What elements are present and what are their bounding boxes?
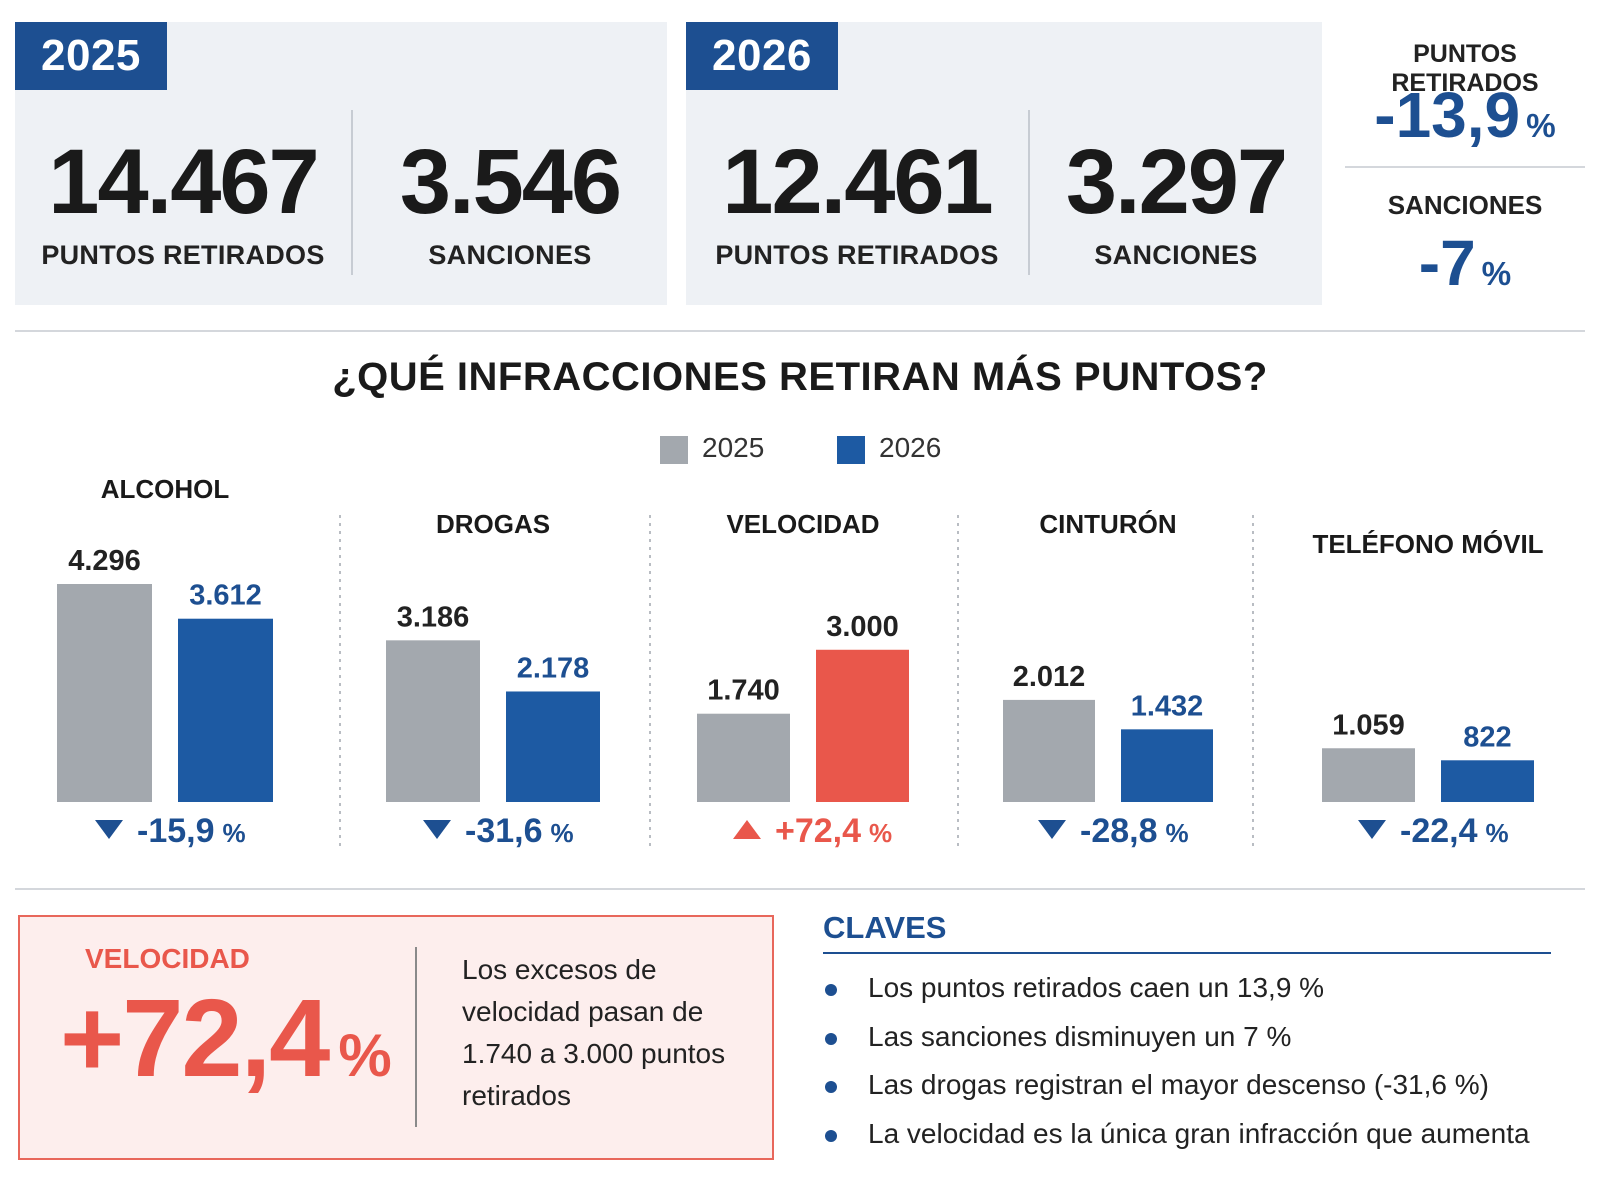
bar-value-label: 2.012 — [1013, 661, 1086, 693]
summary-panel-2026: 2026 12.461 PUNTOS RETIRADOS 3.297 SANCI… — [686, 22, 1322, 305]
points-2025-value: 14.467 — [48, 131, 319, 233]
category-label: CINTURÓN — [1039, 509, 1176, 539]
category-label: ALCOHOL — [101, 474, 230, 504]
points-2026-value: 12.461 — [722, 131, 993, 233]
divider — [351, 110, 353, 275]
change-label: -28,8% — [1080, 812, 1189, 850]
callout-text: Los excesos de velocidad pasan de 1.740 … — [462, 949, 725, 1117]
divider — [1028, 110, 1030, 275]
bar-2026 — [178, 618, 273, 802]
bullet-icon — [825, 1130, 837, 1142]
bar-value-label: 3.186 — [397, 601, 470, 633]
category-label: TELÉFONO MÓVIL — [1312, 529, 1543, 559]
legend-swatch-2026 — [837, 436, 865, 464]
chart-title: ¿QUÉ INFRACCIONES RETIRAN MÁS PUNTOS? — [332, 355, 1268, 399]
bar-value-label: 1.432 — [1131, 690, 1204, 722]
change-points-title: PUNTOS RETIRADOS — [1391, 40, 1539, 97]
bar-2026 — [1441, 760, 1534, 802]
change-label: -31,6% — [465, 812, 574, 850]
bar-2025 — [57, 584, 152, 802]
change-sanctions-value: -7% — [1345, 226, 1585, 300]
bar-2026 — [816, 649, 909, 802]
triangle-down-icon — [1038, 820, 1066, 839]
legend-swatch-2025 — [660, 436, 688, 464]
claves-title: CLAVES — [823, 910, 947, 945]
triangle-down-icon — [423, 820, 451, 839]
legend-label-2025: 2025 — [702, 432, 765, 463]
points-2026-label: PUNTOS RETIRADOS — [715, 240, 999, 270]
side-divider — [1345, 166, 1585, 168]
triangle-down-icon — [1358, 820, 1386, 839]
bar-value-label: 2.178 — [517, 652, 590, 684]
sanctions-2025-value: 3.546 — [399, 131, 622, 233]
callout-text-line: velocidad pasan de — [462, 996, 704, 1027]
change-label: -15,9% — [137, 812, 246, 850]
bar-value-label: 822 — [1463, 721, 1511, 753]
claves-item: Las sanciones disminuyen un 7 % — [868, 1021, 1292, 1052]
category-label: DROGAS — [436, 509, 550, 539]
change-points-number: -13,9 — [1374, 79, 1521, 151]
callout-text-line: retirados — [462, 1080, 571, 1111]
bullet-icon — [825, 1081, 837, 1093]
bar-2025 — [1322, 748, 1415, 802]
bar-value-label: 3.000 — [826, 611, 899, 643]
bar-value-label: 3.612 — [189, 580, 262, 612]
change-label: +72,4% — [775, 812, 892, 850]
legend-label-2026: 2026 — [879, 432, 942, 463]
claves-item: Las drogas registran el mayor descenso (… — [868, 1069, 1489, 1100]
sanctions-2025-label: SANCIONES — [428, 240, 592, 270]
change-sanctions-unit: % — [1481, 256, 1512, 293]
change-label: -22,4% — [1400, 812, 1509, 850]
bullet-icon — [825, 1033, 837, 1045]
summary-panel-2025: 2025 14.467 PUNTOS RETIRADOS 3.546 SANCI… — [15, 22, 667, 305]
section-divider-top — [15, 330, 1585, 332]
points-2025-label: PUNTOS RETIRADOS — [41, 240, 325, 270]
section-divider-bottom — [15, 888, 1585, 890]
change-points-unit: % — [1526, 108, 1556, 145]
claves-item: Los puntos retirados caen un 13,9 % — [868, 972, 1325, 1003]
callout-number: +72,4 — [60, 977, 330, 1100]
callout-divider — [415, 947, 417, 1127]
triangle-down-icon — [95, 820, 123, 839]
bar-2025 — [697, 713, 790, 802]
bar-2026 — [506, 691, 600, 802]
callout-unit: % — [338, 1022, 391, 1089]
claves-item: La velocidad es la única gran infracción… — [868, 1118, 1530, 1149]
year-tag-2026: 2026 — [686, 22, 838, 90]
bullet-icon — [825, 984, 837, 996]
bar-value-label: 1.059 — [1332, 709, 1405, 741]
bar-value-label: 1.740 — [707, 675, 780, 707]
callout-value: +72,4% — [60, 975, 392, 1102]
change-sanctions-number: -7 — [1418, 227, 1476, 299]
callout-text-line: 1.740 a 3.000 puntos — [462, 1038, 726, 1069]
change-points-value: -13,9% — [1345, 78, 1585, 152]
bar-2025 — [1003, 699, 1095, 802]
bar-2025 — [386, 640, 480, 802]
velocity-callout: VELOCIDAD +72,4% Los excesos de velocida… — [18, 915, 774, 1160]
bar-value-label: 4.296 — [68, 545, 141, 577]
year-tag-2025: 2025 — [15, 22, 167, 90]
callout-text-line: Los excesos de — [462, 954, 657, 985]
sanctions-2026-label: SANCIONES — [1094, 240, 1258, 270]
bar-2026 — [1121, 729, 1213, 802]
claves-underline — [823, 952, 1551, 954]
category-label: VELOCIDAD — [726, 509, 879, 539]
bar-chart: ALCOHOL 4.296 3.612 -15,9 % DROGAS 3.186 2.178 -… — [57, 474, 1544, 850]
change-sanctions-title: SANCIONES — [1387, 190, 1543, 220]
triangle-up-icon — [733, 820, 761, 839]
sanctions-2026-value: 3.297 — [1065, 131, 1288, 233]
callout-label: VELOCIDAD — [85, 943, 250, 974]
